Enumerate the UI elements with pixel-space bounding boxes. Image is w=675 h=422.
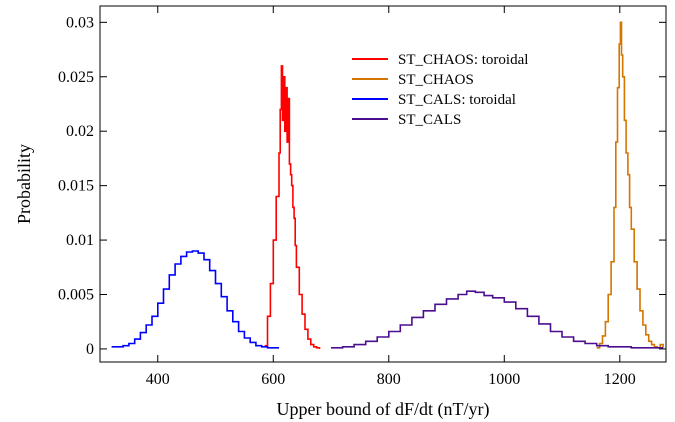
legend-label: ST_CALS: toroidal <box>398 92 516 108</box>
y-tick-label: 0.01 <box>66 232 94 249</box>
series-line-st-cals <box>331 290 664 349</box>
y-tick-label: 0.005 <box>58 287 94 304</box>
x-tick-label: 1000 <box>488 371 520 388</box>
x-tick-label: 600 <box>261 371 285 388</box>
y-tick-label: 0.025 <box>58 69 94 86</box>
plot-area-frame <box>99 5 667 363</box>
x-tick-label: 400 <box>146 371 170 388</box>
x-tick-label: 1200 <box>604 371 636 388</box>
series-line-st-chaos <box>596 21 664 349</box>
y-tick-label: 0.03 <box>66 14 94 31</box>
y-tick-label: 0.015 <box>58 178 94 195</box>
x-axis-label: Upper bound of dF/dt (nT/yr) <box>277 399 490 420</box>
legend-label: ST_CHAOS <box>398 72 474 88</box>
y-tick-label: 0.02 <box>66 123 94 140</box>
legend: ST_CHAOS: toroidal ST_CHAOS ST_CALS: toroi… <box>352 52 528 128</box>
legend-label: ST_CALS <box>398 112 461 128</box>
series-lines <box>111 21 664 349</box>
legend-label: ST_CHAOS: toroidal <box>398 52 528 68</box>
y-axis: 0 0.005 0.01 0.015 0.02 0.025 0.03 <box>58 14 666 358</box>
y-axis-label: Probability <box>14 144 34 224</box>
x-axis: 400 600 800 1000 1200 <box>146 6 636 388</box>
y-tick-label: 0 <box>86 341 94 358</box>
x-tick-label: 800 <box>377 371 401 388</box>
series-line-st-chaos-toroidal <box>264 65 321 349</box>
series-line-st-cals-toroidal <box>111 250 279 349</box>
